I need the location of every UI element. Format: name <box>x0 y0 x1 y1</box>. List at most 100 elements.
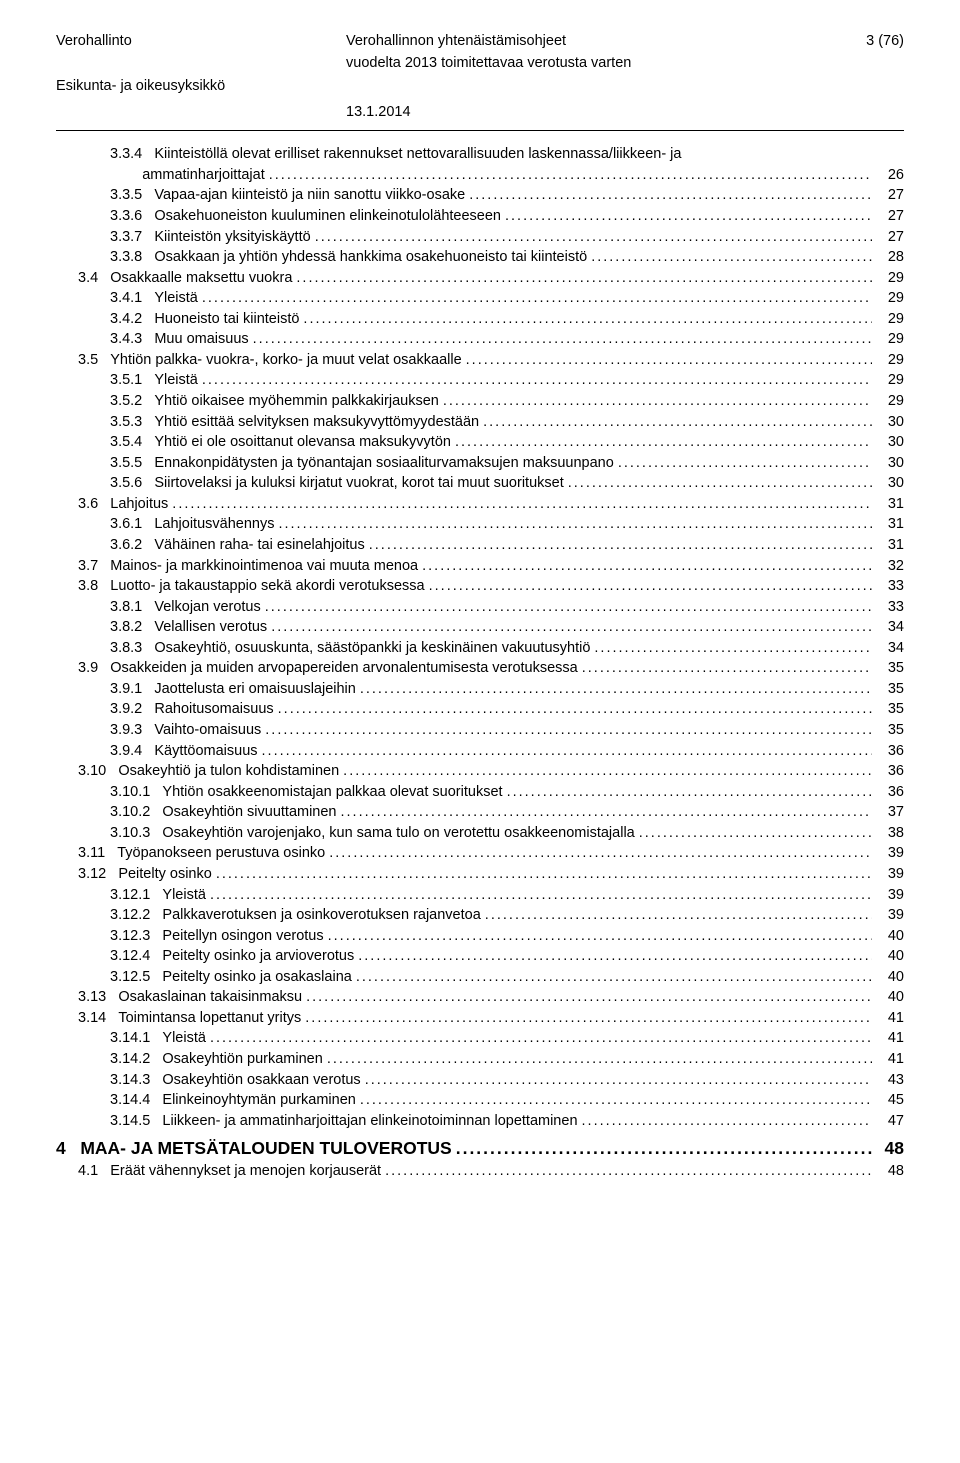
toc-dots <box>360 1091 872 1111</box>
toc-page: 29 <box>876 289 904 309</box>
toc-title: Yleistä <box>162 1029 206 1049</box>
toc-row: 3.5.5 Ennakonpidätysten ja työnantajan s… <box>110 454 904 474</box>
toc-page: 39 <box>876 886 904 906</box>
toc-dots <box>202 371 872 391</box>
toc-page: 35 <box>876 721 904 741</box>
toc-page: 32 <box>876 557 904 577</box>
toc-number: 3.5.5 <box>110 454 154 474</box>
toc-number: 3.12 <box>78 865 118 885</box>
toc-dots <box>202 289 872 309</box>
toc-page: 41 <box>876 1050 904 1070</box>
toc-page: 48 <box>876 1162 904 1182</box>
toc-row: 3.8.1 Velkojan verotus33 <box>110 598 904 618</box>
toc-row: 3.4.1 Yleistä29 <box>110 289 904 309</box>
toc-title: Kiinteistön yksityiskäyttö <box>154 228 310 248</box>
toc-page: 30 <box>876 433 904 453</box>
toc-page: 29 <box>876 310 904 330</box>
toc-number: 3.5.2 <box>110 392 154 412</box>
toc-number: 3.5.4 <box>110 433 154 453</box>
toc-dots <box>365 1071 872 1091</box>
toc-title: Osakehuoneiston kuuluminen elinkeinotulo… <box>154 207 501 227</box>
toc-dots <box>385 1162 872 1182</box>
toc-page: 36 <box>876 783 904 803</box>
toc-page: 45 <box>876 1091 904 1111</box>
toc-page: 29 <box>876 351 904 371</box>
toc-row: 3.12.1 Yleistä39 <box>110 886 904 906</box>
toc-dots <box>582 1112 872 1132</box>
toc-dots <box>253 330 872 350</box>
toc-row: 3.8.2 Velallisen verotus34 <box>110 618 904 638</box>
header-row: Verohallinto Verohallinnon yhtenäistämis… <box>56 32 904 52</box>
toc-page: 35 <box>876 700 904 720</box>
toc-number: 3.3.4 <box>110 145 154 165</box>
toc-dots <box>358 947 872 967</box>
toc-row: 3.10.3 Osakeyhtiön varojenjako, kun sama… <box>110 824 904 844</box>
toc-row: 3.3.6 Osakehuoneiston kuuluminen elinkei… <box>110 207 904 227</box>
toc-page: 37 <box>876 803 904 823</box>
toc-dots <box>341 803 873 823</box>
toc-row: 3.11 Työpanokseen perustuva osinko39 <box>78 844 904 864</box>
toc-title: Ennakonpidätysten ja työnantajan sosiaal… <box>154 454 613 474</box>
toc-row: 3.5.6 Siirtovelaksi ja kuluksi kirjatut … <box>110 474 904 494</box>
toc-title: Osakaslainan takaisinmaksu <box>118 988 302 1008</box>
toc-page: 40 <box>876 968 904 988</box>
toc-title: Peitellyn osingon verotus <box>162 927 323 947</box>
toc-dots <box>594 639 872 659</box>
toc-row: 3.3.7 Kiinteistön yksityiskäyttö27 <box>110 228 904 248</box>
toc-container: 3.3.4 Kiinteistöllä olevat erilliset rak… <box>56 145 904 1181</box>
toc-number: 3.10.2 <box>110 803 162 823</box>
toc-row: 3.12.5 Peitelty osinko ja osakaslaina40 <box>110 968 904 988</box>
toc-number: 3.3.5 <box>110 186 154 206</box>
toc-number: 3.9 <box>78 659 110 679</box>
toc-title: Eräät vähennykset ja menojen korjauserät <box>110 1162 381 1182</box>
toc-number: 3.8.3 <box>110 639 154 659</box>
toc-title: Osakeyhtiö, osuuskunta, säästöpankki ja … <box>154 639 590 659</box>
toc-row: 3.10.2 Osakeyhtiön sivuuttaminen37 <box>110 803 904 823</box>
toc-page: 39 <box>876 906 904 926</box>
toc-page: 40 <box>876 947 904 967</box>
toc-title: ammatinharjoittajat <box>142 166 265 186</box>
toc-dots <box>303 310 872 330</box>
toc-number: 3.14.3 <box>110 1071 162 1091</box>
toc-title: Velallisen verotus <box>154 618 267 638</box>
toc-row: 3.6.2 Vähäinen raha- tai esinelahjoitus3… <box>110 536 904 556</box>
toc-row: 3.4.2 Huoneisto tai kiinteistö 29 <box>110 310 904 330</box>
toc-dots <box>265 598 872 618</box>
toc-number: 3.12.4 <box>110 947 162 967</box>
toc-dots <box>360 680 872 700</box>
toc-number: 3.12.2 <box>110 906 162 926</box>
toc-row: 3.9.3 Vaihto-omaisuus35 <box>110 721 904 741</box>
toc-dots <box>265 721 872 741</box>
header-org: Verohallinto <box>56 32 336 52</box>
toc-page: 43 <box>876 1071 904 1091</box>
toc-row: 3.9 Osakkeiden ja muiden arvopapereiden … <box>78 659 904 679</box>
toc-page: 29 <box>876 330 904 350</box>
toc-row: 3.12.2 Palkkaverotuksen ja osinkoverotuk… <box>110 906 904 926</box>
toc-page: 27 <box>876 186 904 206</box>
toc-page: 26 <box>876 166 904 186</box>
toc-title: Työpanokseen perustuva osinko <box>117 844 325 864</box>
toc-number: 3.14.2 <box>110 1050 162 1070</box>
toc-title: Palkkaverotuksen ja osinkoverotuksen raj… <box>162 906 480 926</box>
toc-page: 35 <box>876 680 904 700</box>
toc-row: 3.14.4 Elinkeinoyhtymän purkaminen45 <box>110 1091 904 1111</box>
toc-dots <box>269 166 872 186</box>
toc-number <box>110 166 142 186</box>
toc-dots <box>343 762 872 782</box>
toc-title: Yhtiön osakkeenomistajan palkkaa olevat … <box>162 783 502 803</box>
toc-dots <box>278 515 872 535</box>
toc-number: 3.5.6 <box>110 474 154 494</box>
toc-number: 3.10 <box>78 762 118 782</box>
toc-number: 3.4.2 <box>110 310 154 330</box>
toc-dots <box>591 248 872 268</box>
toc-title: Osakeyhtiön varojenjako, kun sama tulo o… <box>162 824 634 844</box>
toc-row: 3.3.4 Kiinteistöllä olevat erilliset rak… <box>110 145 904 165</box>
toc-title: Huoneisto tai kiinteistö <box>154 310 299 330</box>
toc-row: 3.14.2 Osakeyhtiön purkaminen41 <box>110 1050 904 1070</box>
toc-title: Luotto- ja takaustappio sekä akordi vero… <box>110 577 424 597</box>
toc-number: 3.6.1 <box>110 515 154 535</box>
toc-page: 33 <box>876 598 904 618</box>
toc-row: 3.12 Peitelty osinko39 <box>78 865 904 885</box>
toc-dots <box>306 988 872 1008</box>
toc-title: Lahjoitusvähennys <box>154 515 274 535</box>
